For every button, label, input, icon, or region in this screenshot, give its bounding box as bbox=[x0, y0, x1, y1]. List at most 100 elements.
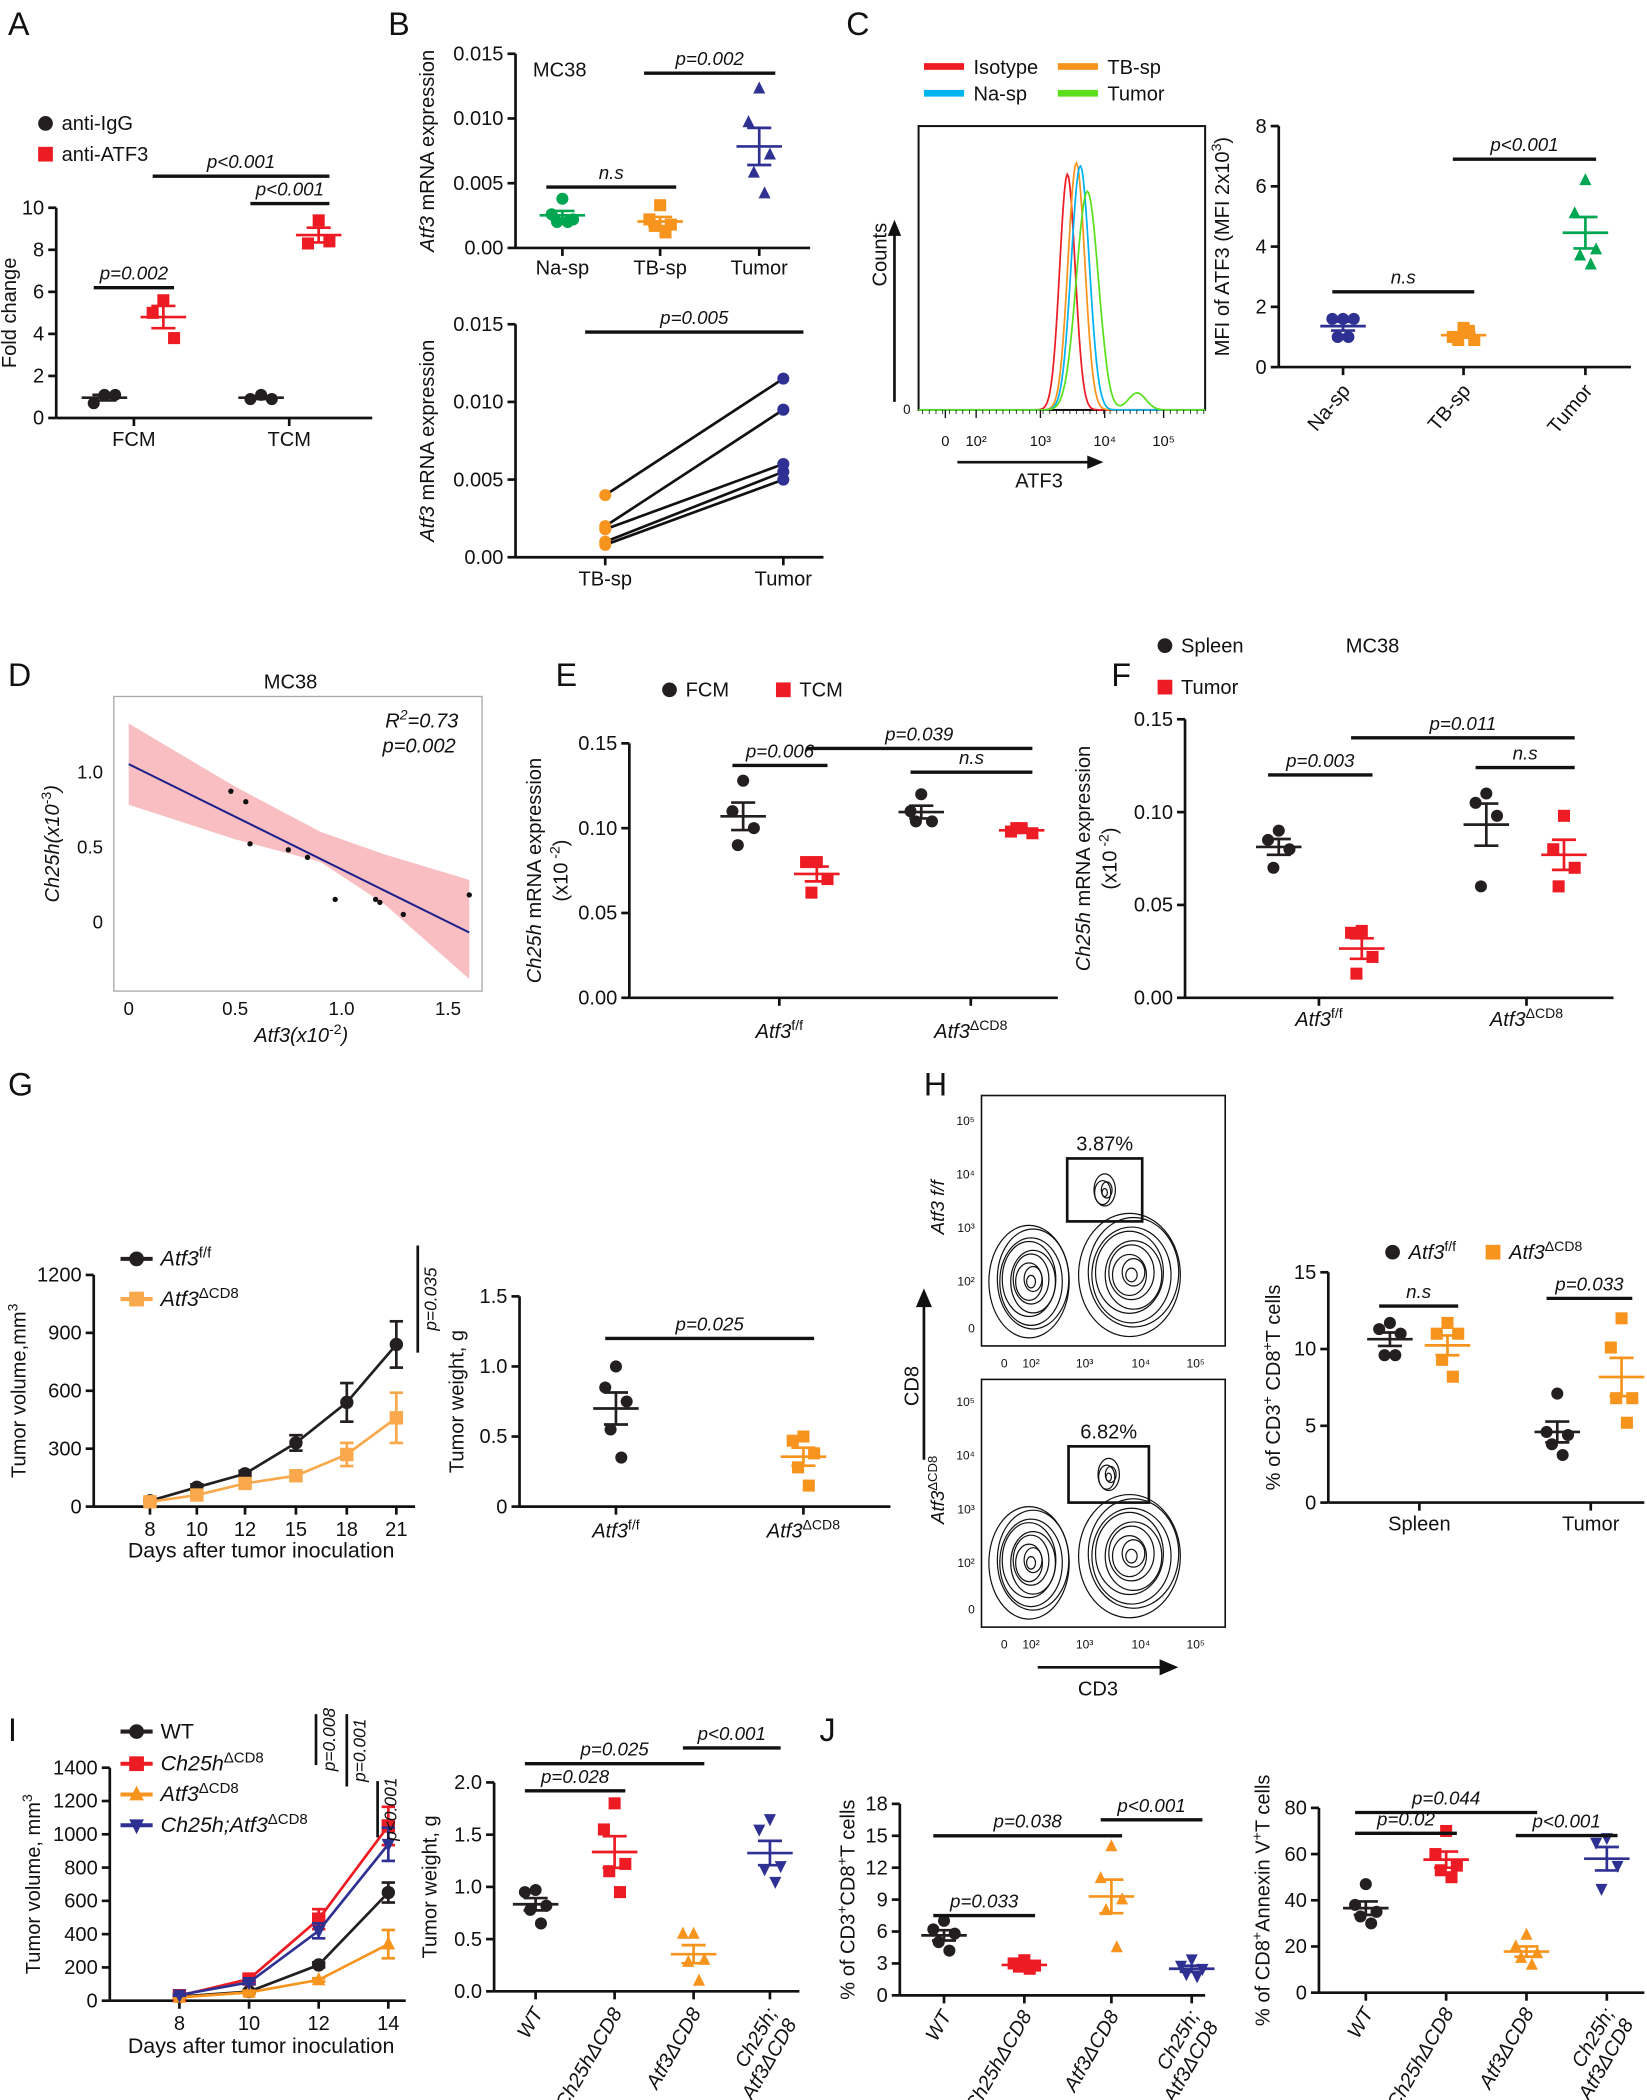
data-point bbox=[1611, 1860, 1624, 1873]
data-point bbox=[529, 1883, 542, 1897]
pair-line bbox=[604, 478, 784, 547]
data-point bbox=[1116, 1892, 1129, 1905]
data-point bbox=[1365, 1917, 1378, 1930]
y-tick-label: 10⁵ bbox=[956, 1114, 974, 1128]
x-tick-label: 18 bbox=[336, 1519, 358, 1541]
x-tick-label: Ch25hΔCD8 bbox=[1383, 2004, 1459, 2100]
data-point bbox=[332, 896, 338, 903]
y-tick-label: 40 bbox=[1285, 1890, 1307, 1912]
y-tick-label: 10⁴ bbox=[956, 1168, 975, 1182]
label-part: Atf3 bbox=[766, 1520, 803, 1542]
x-tick-label: WT bbox=[513, 2003, 549, 2043]
p-value-label: p=0.039 bbox=[884, 723, 954, 744]
data-point bbox=[389, 1337, 404, 1352]
data-point bbox=[285, 847, 292, 853]
y-tick-label: 0.010 bbox=[453, 392, 503, 414]
x-axis-label: Days after tumor inoculation bbox=[128, 2034, 395, 2058]
contour-line bbox=[1077, 1212, 1181, 1338]
data-point bbox=[381, 1936, 396, 1950]
gate-percent-label: 3.87% bbox=[1076, 1133, 1133, 1155]
contour-line bbox=[1012, 1534, 1050, 1586]
legend-marker bbox=[775, 682, 791, 698]
legend-marker bbox=[129, 1785, 144, 1801]
y-tick-label: 0.00 bbox=[464, 547, 503, 569]
p-value-label: n.s bbox=[1513, 743, 1538, 764]
y-tick-label: 1.0 bbox=[454, 1877, 482, 1899]
contour-line bbox=[1091, 1507, 1172, 1605]
legend-label: Isotype bbox=[973, 57, 1038, 79]
x-tick-label: Atf3f/f bbox=[591, 1516, 640, 1542]
label-part: Tumor volume,mm bbox=[8, 1311, 30, 1478]
x-tick-label: 12 bbox=[308, 2013, 330, 2035]
y-tick-label: 0.05 bbox=[578, 903, 617, 925]
data-point bbox=[242, 1977, 256, 1991]
x-tick-label: 10⁵ bbox=[1152, 434, 1174, 450]
p-value-label: p<0.001 bbox=[697, 1723, 766, 1744]
x-tick-label: 0 bbox=[941, 434, 949, 450]
contour-line bbox=[1015, 1543, 1044, 1583]
y-tick-label: 0 bbox=[33, 408, 44, 430]
series-line bbox=[179, 1843, 390, 1997]
histogram-frame bbox=[917, 125, 1207, 411]
series-line bbox=[179, 1942, 389, 1999]
data-point bbox=[518, 1886, 531, 1899]
label-part: Ch25h bbox=[524, 924, 546, 983]
x-tick-label: Atf3f/f bbox=[755, 1017, 804, 1043]
label-part: + bbox=[833, 1906, 849, 1914]
y-tick-label: 10³ bbox=[957, 1502, 974, 1516]
arrow-head-icon bbox=[915, 1288, 932, 1308]
x-tick-label: Atf3f/f bbox=[1294, 1005, 1343, 1031]
x-tick-label: 21 bbox=[385, 1519, 407, 1541]
y-tick-label: 8 bbox=[33, 239, 44, 261]
label-part: Tumor weight, g bbox=[420, 1815, 442, 1958]
data-point bbox=[87, 397, 100, 410]
data-point bbox=[1094, 1871, 1107, 1884]
x-tick-label: 8 bbox=[174, 2013, 185, 2035]
x-tick-label: 0 bbox=[124, 998, 134, 1019]
label-part: Atf3 bbox=[591, 1520, 628, 1542]
data-point bbox=[143, 1495, 157, 1509]
p-value-label: p<0.001 bbox=[1532, 1811, 1601, 1832]
contour-line bbox=[1121, 1539, 1146, 1568]
x-tick-label: 8 bbox=[144, 1519, 155, 1541]
contour-line bbox=[1012, 1253, 1050, 1305]
contour-line bbox=[1108, 1244, 1155, 1301]
y-tick-label: 10³ bbox=[957, 1221, 974, 1235]
y-tick-label: 1200 bbox=[37, 1265, 82, 1287]
y-tick-label: 0 bbox=[903, 402, 910, 417]
y-tick-label: 18 bbox=[865, 1794, 887, 1816]
y-tick-label: 0.00 bbox=[1134, 987, 1173, 1009]
label-part: Ch25h(x10 bbox=[42, 804, 64, 902]
data-point bbox=[1331, 330, 1344, 343]
x-tick-label: Ch25h;Atf3ΔCD8 bbox=[1140, 2006, 1224, 2100]
x-tick-label: 12 bbox=[234, 1519, 256, 1541]
data-point bbox=[1568, 861, 1581, 874]
x-tick-label: 10⁴ bbox=[1093, 434, 1116, 450]
y-axis-label: Ch25h mRNA expression bbox=[1073, 746, 1095, 971]
label-part: 3 bbox=[19, 1794, 35, 1802]
legend-marker bbox=[38, 116, 53, 131]
chart-title: MC38 bbox=[533, 60, 587, 82]
p-value-label: n.s bbox=[1406, 1281, 1431, 1302]
data-point bbox=[1450, 1859, 1463, 1872]
y-axis-label: Tumor volume, mm3 bbox=[19, 1794, 45, 1974]
data-point bbox=[731, 839, 744, 852]
label-part: -3 bbox=[38, 792, 54, 805]
data-point bbox=[190, 1488, 204, 1502]
y-tick-label: 1000 bbox=[53, 1824, 98, 1846]
p-value-label: p=0.033 bbox=[1554, 1273, 1624, 1294]
y-tick-label: 0.15 bbox=[578, 733, 617, 755]
y-tick-label: 1.5 bbox=[454, 1824, 482, 1846]
label-part: Atf3 f/f bbox=[927, 1178, 948, 1235]
x-tick-label: TB-sp bbox=[633, 258, 687, 280]
data-point bbox=[1525, 1957, 1538, 1970]
data-point bbox=[1446, 1370, 1459, 1383]
confidence-band bbox=[128, 723, 470, 980]
contour-line bbox=[988, 1506, 1070, 1620]
data-point bbox=[604, 1423, 617, 1436]
data-point bbox=[247, 841, 253, 847]
label-part: ) bbox=[1100, 827, 1122, 834]
data-point bbox=[168, 332, 181, 345]
x-tick-label: Tumor bbox=[731, 258, 789, 280]
